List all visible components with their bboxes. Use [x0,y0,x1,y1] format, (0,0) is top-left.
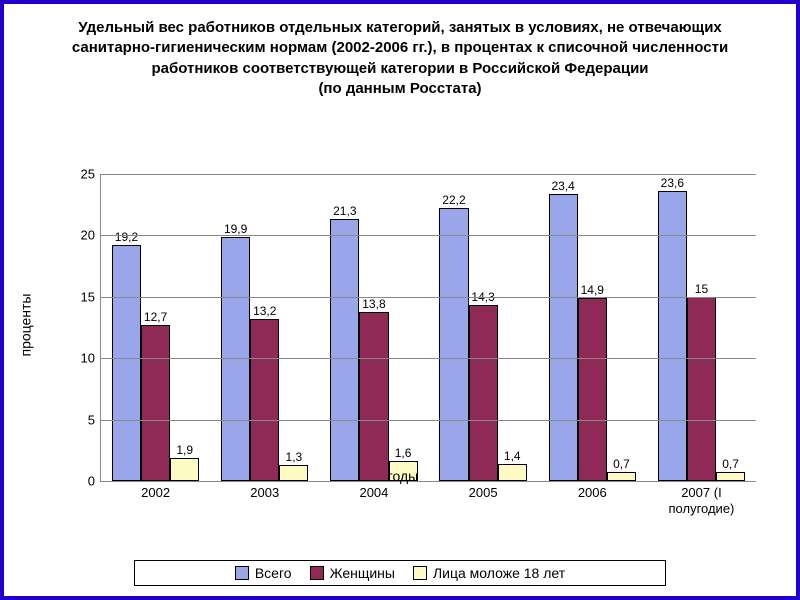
chart-title: Удельный вес работников отдельных катего… [44,18,756,99]
y-tick-label: 15 [81,289,101,304]
bar: 21,3 [330,219,359,481]
chart-frame: Удельный вес работников отдельных катего… [0,0,800,600]
bar: 15 [687,297,716,481]
legend-label: Всего [255,565,292,581]
grid-line [101,174,756,175]
grid-line [101,420,756,421]
bar: 13,2 [250,319,279,481]
y-tick-label: 10 [81,351,101,366]
legend-label: Женщины [330,565,395,581]
chart-area: 19,212,71,9200219,913,21,3200321,313,81,… [42,174,764,544]
bar-value-label: 21,3 [333,204,356,218]
bar: 19,2 [112,245,141,481]
bar-group: 19,212,71,92002 [101,174,210,481]
bar-value-label: 13,8 [362,297,385,311]
y-axis-label: проценты [14,174,36,476]
plot-area: 19,212,71,9200219,913,21,3200321,313,81,… [100,174,756,482]
bar-value-label: 23,4 [551,179,574,193]
legend: Всего Женщины Лица моложе 18 лет [134,560,666,586]
y-tick-label: 20 [81,228,101,243]
y-tick-label: 25 [81,167,101,182]
bar-group: 23,414,90,72006 [538,174,647,481]
bar: 14,3 [469,305,498,481]
bar: 14,9 [578,298,607,481]
grid-line [101,235,756,236]
bar-value-label: 23,6 [661,176,684,190]
y-tick-label: 5 [88,412,101,427]
bars: 23,414,90,7 [549,174,636,481]
legend-label: Лица моложе 18 лет [433,565,565,581]
legend-swatch [413,566,427,580]
bar-value-label: 13,2 [253,304,276,318]
legend-item: Женщины [310,565,395,581]
legend-swatch [310,566,324,580]
bar: 12,7 [141,325,170,481]
grid-line [101,297,756,298]
bar-group: 23,6150,72007 (I полугодие) [647,174,756,481]
bars: 23,6150,7 [658,174,745,481]
bar: 23,4 [549,194,578,481]
legend-item: Лица моложе 18 лет [413,565,565,581]
bar-group: 22,214,31,42005 [429,174,538,481]
bar: 22,2 [439,208,468,481]
bar-value-label: 22,2 [442,193,465,207]
bar-value-label: 19,2 [115,230,138,244]
bar: 13,8 [359,312,388,481]
bar-groups: 19,212,71,9200219,913,21,3200321,313,81,… [101,174,756,481]
bars: 21,313,81,6 [330,174,417,481]
bar-value-label: 1,6 [395,446,412,460]
bar-value-label: 1,4 [504,449,521,463]
bars: 22,214,31,4 [439,174,526,481]
legend-swatch [235,566,249,580]
bar-value-label: 12,7 [144,310,167,324]
bars: 19,212,71,9 [112,174,199,481]
bar-value-label: 15 [695,282,708,296]
x-axis-label: годы [42,468,764,484]
grid-line [101,358,756,359]
bar-value-label: 19,9 [224,222,247,236]
bar-group: 19,913,21,32003 [210,174,319,481]
legend-item: Всего [235,565,292,581]
bar-value-label: 14,9 [581,283,604,297]
category-label: 2007 (I полугодие) [647,481,756,516]
bar-group: 21,313,81,62004 [319,174,428,481]
bar-value-label: 1,3 [286,450,303,464]
bar-value-label: 1,9 [176,443,193,457]
bars: 19,9 13,2 1,3 [221,174,308,481]
